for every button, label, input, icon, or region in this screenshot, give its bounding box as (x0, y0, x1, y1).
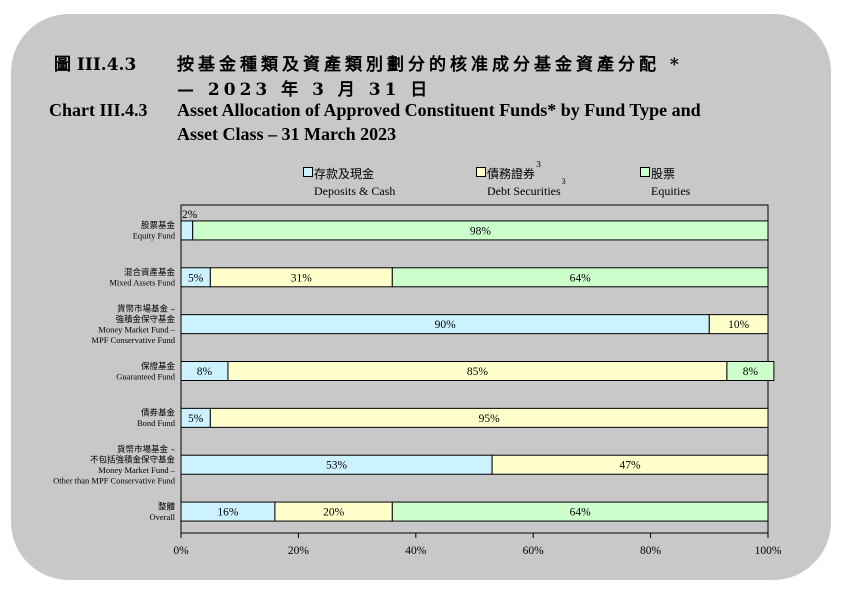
bar-segment (391, 501, 769, 522)
category-label: Bond Fund (137, 418, 176, 428)
x-tick-label: 40% (405, 545, 427, 557)
x-tick-label: 0% (173, 545, 189, 557)
bar-segment (726, 361, 775, 381)
category-label: 強積金保守基金 (115, 314, 175, 325)
category-label: Equity Fund (133, 231, 176, 241)
data-label: 5% (188, 413, 204, 425)
chart-number-en: Chart III.4.3 (49, 100, 148, 120)
legend-label-en: Equities (651, 184, 691, 198)
chart-number-zh: 圖 III.4.3 (54, 55, 137, 75)
data-label: 8% (197, 366, 213, 378)
category-label: 債券基金 (141, 408, 176, 419)
data-label: 8% (743, 366, 759, 378)
category-label: Money Market Fund – (98, 324, 175, 334)
legend-swatch-equities (640, 167, 650, 177)
x-tick-label: 100% (755, 545, 782, 557)
category-label: 貨幣市場基金 – (117, 303, 175, 314)
chart-title-en-line2: Asset Class – 31 March 2023 (177, 124, 397, 144)
legend-swatch-deposits (303, 167, 313, 177)
bar-segment (491, 454, 769, 475)
legend-label-en: Debt Securities3 (487, 177, 566, 198)
category-label: Money Market Fund – (98, 465, 175, 475)
category-label: Guaranteed Fund (116, 371, 176, 381)
x-tick-label: 80% (640, 545, 662, 557)
legend-label-en: Deposits & Cash (314, 184, 396, 198)
chart-title-zh-line2: — 2023 年 3 月 31 日 (177, 80, 432, 100)
bar-segment (708, 314, 769, 335)
chart-title-zh-line1: 按基金種類及資產類別劃分的核准成分基金資產分配 * (177, 55, 683, 75)
data-label: 64% (570, 272, 592, 284)
category-label: Other than MPF Conservative Fund (53, 475, 176, 485)
category-label: Mixed Assets Fund (109, 278, 175, 288)
category-label: 保證基金 (141, 361, 176, 372)
category-label: 整體 (158, 501, 176, 512)
data-label: 85% (467, 366, 489, 378)
bar-segment (209, 407, 769, 428)
category-label: 不包括強積金保守基金 (90, 454, 176, 465)
data-label: 5% (188, 272, 204, 284)
category-label: 貨幣市場基金 – (117, 444, 175, 455)
category-label: 股票基金 (141, 220, 176, 231)
legend-swatch-debt (476, 167, 486, 177)
bar-segment (180, 220, 194, 241)
bar-segment (391, 267, 769, 288)
category-label: Overall (150, 512, 176, 522)
legend-label-zh: 債務證券3 (487, 160, 542, 181)
x-tick-label: 20% (288, 545, 310, 557)
data-label: 10% (728, 319, 750, 331)
data-label: 90% (435, 319, 457, 331)
data-label: 2% (182, 209, 198, 221)
data-label: 95% (479, 413, 501, 425)
category-label: 混合資產基金 (124, 267, 176, 278)
data-label: 20% (323, 507, 345, 519)
data-label: 31% (291, 272, 313, 284)
data-label: 47% (620, 460, 642, 472)
bar-segment (192, 220, 769, 241)
chart-title-en-line1: Asset Allocation of Approved Constituent… (177, 100, 701, 120)
x-tick-label: 60% (523, 545, 545, 557)
legend-label-zh: 存款及現金 (314, 167, 375, 181)
data-label: 98% (470, 225, 492, 237)
data-label: 53% (326, 460, 348, 472)
legend-label-zh: 股票 (651, 167, 676, 181)
category-label: MPF Conservative Fund (91, 335, 175, 345)
data-label: 64% (570, 507, 592, 519)
data-label: 16% (217, 507, 239, 519)
